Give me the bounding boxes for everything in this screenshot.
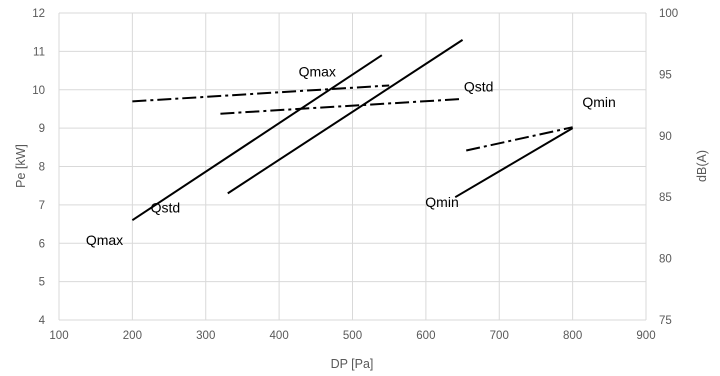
y-tick-label: 7 bbox=[39, 200, 45, 212]
x-tick-label: 300 bbox=[196, 330, 215, 342]
y-axis-title: Pe [kW] bbox=[14, 144, 28, 188]
series-layer bbox=[131, 39, 574, 222]
annotation-label: Qmin bbox=[425, 194, 458, 210]
series-line-qmax-power bbox=[131, 54, 383, 222]
y-tick-labels: 4 5 6 7 8 9 10 11 12 bbox=[32, 8, 45, 327]
y2-tick-labels: 75 80 85 90 95 100 bbox=[659, 8, 678, 327]
y-tick-label: 5 bbox=[39, 277, 45, 289]
series-line-qmin-power bbox=[454, 127, 574, 199]
y2-tick-label: 80 bbox=[659, 254, 672, 266]
annotation-label: Qmax bbox=[299, 63, 336, 79]
series-line-qstd-noise bbox=[220, 97, 463, 115]
annotation-label: Qstd bbox=[464, 79, 494, 95]
y-tick-label: 9 bbox=[39, 123, 45, 135]
x-tick-label: 400 bbox=[270, 330, 289, 342]
x-tick-labels: 100 200 300 400 500 600 700 800 900 bbox=[49, 330, 655, 342]
x-axis-title: DP [Pa] bbox=[331, 357, 374, 371]
annotations: Qmax Qstd Qmax Qstd Qmin Qmin bbox=[86, 63, 616, 248]
y2-tick-label: 75 bbox=[659, 315, 672, 327]
y-tick-label: 12 bbox=[32, 8, 45, 20]
series-line-qmax-noise bbox=[132, 84, 390, 103]
y2-axis-title: dB(A) bbox=[695, 150, 709, 182]
y2-tick-label: 85 bbox=[659, 192, 672, 204]
x-tick-label: 200 bbox=[123, 330, 142, 342]
y-tick-label: 10 bbox=[32, 85, 45, 97]
y-tick-label: 6 bbox=[39, 238, 45, 250]
x-tick-label: 900 bbox=[636, 330, 655, 342]
y2-tick-label: 90 bbox=[659, 131, 672, 143]
series-line-qstd-power bbox=[227, 39, 464, 195]
x-tick-label: 100 bbox=[49, 330, 68, 342]
gridlines bbox=[58, 12, 647, 321]
y-tick-label: 4 bbox=[39, 315, 46, 327]
y-tick-label: 8 bbox=[39, 162, 45, 174]
series-line-qmin-noise bbox=[466, 126, 573, 152]
x-tick-label: 600 bbox=[416, 330, 435, 342]
y2-tick-label: 95 bbox=[659, 69, 672, 81]
annotation-label: Qmin bbox=[582, 94, 615, 110]
x-tick-label: 700 bbox=[490, 330, 509, 342]
annotation-label: Qmax bbox=[86, 232, 123, 248]
y-tick-label: 11 bbox=[33, 46, 45, 58]
y2-tick-label: 100 bbox=[659, 8, 678, 20]
x-tick-label: 800 bbox=[563, 330, 582, 342]
x-tick-label: 500 bbox=[343, 330, 362, 342]
annotation-label: Qstd bbox=[151, 200, 181, 216]
